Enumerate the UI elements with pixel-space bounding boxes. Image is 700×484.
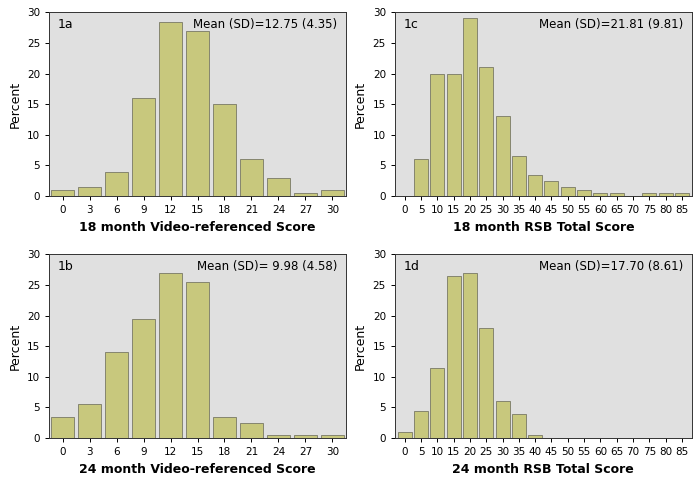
Bar bbox=[321, 190, 344, 196]
Bar bbox=[480, 328, 494, 438]
Y-axis label: Percent: Percent bbox=[354, 323, 368, 370]
Y-axis label: Percent: Percent bbox=[8, 323, 21, 370]
Bar bbox=[51, 417, 74, 438]
Bar bbox=[214, 104, 236, 196]
Bar bbox=[214, 417, 236, 438]
Bar bbox=[294, 193, 316, 196]
Bar bbox=[528, 435, 542, 438]
Bar bbox=[512, 414, 526, 438]
Bar bbox=[132, 98, 155, 196]
Bar bbox=[240, 423, 262, 438]
Bar bbox=[186, 282, 209, 438]
Bar bbox=[675, 193, 689, 196]
Bar bbox=[545, 181, 559, 196]
X-axis label: 18 month RSB Total Score: 18 month RSB Total Score bbox=[452, 221, 634, 234]
Bar bbox=[659, 193, 673, 196]
Bar bbox=[447, 74, 461, 196]
Text: 1d: 1d bbox=[404, 260, 420, 273]
Bar bbox=[594, 193, 608, 196]
Y-axis label: Percent: Percent bbox=[8, 81, 21, 128]
Bar bbox=[106, 172, 128, 196]
Bar bbox=[463, 272, 477, 438]
Text: Mean (SD)=17.70 (8.61): Mean (SD)=17.70 (8.61) bbox=[538, 260, 682, 273]
Bar bbox=[398, 432, 412, 438]
Bar bbox=[430, 368, 444, 438]
Bar bbox=[414, 159, 428, 196]
Bar bbox=[528, 175, 542, 196]
Bar bbox=[561, 187, 575, 196]
Bar bbox=[240, 159, 262, 196]
Bar bbox=[447, 276, 461, 438]
Text: Mean (SD)=12.75 (4.35): Mean (SD)=12.75 (4.35) bbox=[193, 18, 337, 31]
Bar bbox=[496, 117, 510, 196]
Bar bbox=[577, 190, 591, 196]
Bar bbox=[51, 190, 74, 196]
X-axis label: 24 month Video-referenced Score: 24 month Video-referenced Score bbox=[79, 463, 316, 476]
Bar bbox=[106, 352, 128, 438]
Text: 1a: 1a bbox=[58, 18, 74, 31]
Bar bbox=[480, 67, 494, 196]
Text: Mean (SD)= 9.98 (4.58): Mean (SD)= 9.98 (4.58) bbox=[197, 260, 337, 273]
Y-axis label: Percent: Percent bbox=[354, 81, 368, 128]
Bar bbox=[294, 435, 316, 438]
Bar bbox=[267, 178, 290, 196]
X-axis label: 18 month Video-referenced Score: 18 month Video-referenced Score bbox=[79, 221, 316, 234]
Bar bbox=[430, 74, 444, 196]
Bar bbox=[496, 401, 510, 438]
Bar bbox=[267, 435, 290, 438]
Bar bbox=[160, 21, 182, 196]
Bar bbox=[160, 272, 182, 438]
Bar bbox=[132, 318, 155, 438]
Bar bbox=[78, 187, 101, 196]
Bar bbox=[321, 435, 344, 438]
Text: 1b: 1b bbox=[58, 260, 74, 273]
Bar bbox=[186, 30, 209, 196]
Bar bbox=[610, 193, 624, 196]
Text: 1c: 1c bbox=[404, 18, 419, 31]
Bar bbox=[512, 156, 526, 196]
Bar bbox=[463, 18, 477, 196]
Bar bbox=[643, 193, 657, 196]
Bar bbox=[78, 405, 101, 438]
Text: Mean (SD)=21.81 (9.81): Mean (SD)=21.81 (9.81) bbox=[538, 18, 682, 31]
Bar bbox=[414, 410, 428, 438]
X-axis label: 24 month RSB Total Score: 24 month RSB Total Score bbox=[452, 463, 634, 476]
